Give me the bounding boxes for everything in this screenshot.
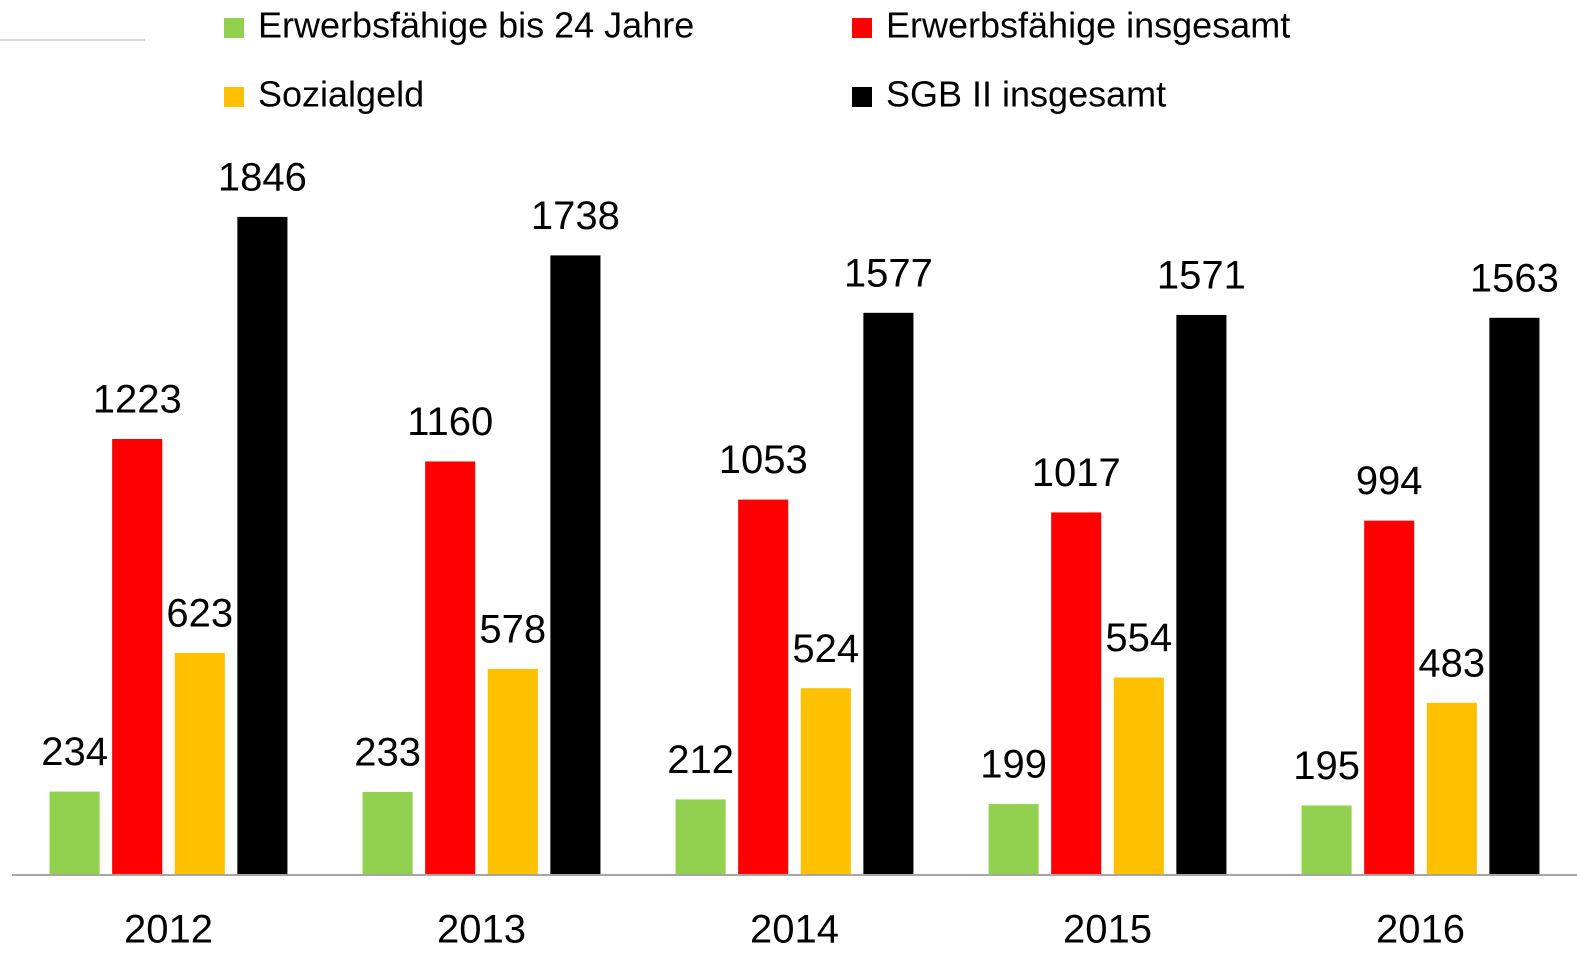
bar (425, 461, 476, 875)
bar (1301, 805, 1352, 875)
bar (800, 688, 851, 875)
bar (1176, 314, 1227, 876)
data-label: 1577 (844, 251, 933, 295)
bar (988, 804, 1039, 875)
x-tick-label: 2014 (750, 908, 839, 952)
data-label: 1563 (1470, 256, 1559, 300)
legend-swatch (852, 18, 872, 38)
bar (1489, 317, 1540, 875)
data-label: 212 (667, 738, 734, 782)
legend-label: Erwerbsfähige bis 24 Jahre (258, 5, 694, 46)
data-label: 1160 (407, 400, 493, 444)
bar (550, 255, 601, 875)
bar (237, 216, 288, 875)
data-label: 1223 (93, 378, 182, 422)
data-label: 1571 (1157, 254, 1246, 298)
bar (863, 312, 914, 875)
data-label: 195 (1293, 744, 1360, 788)
x-tick-label: 2013 (437, 908, 526, 952)
bar (1051, 512, 1102, 875)
x-tick-label: 2015 (1063, 908, 1152, 952)
data-label: 1738 (531, 194, 620, 238)
bar (174, 652, 225, 875)
legend-label: Erwerbsfähige insgesamt (886, 5, 1290, 46)
data-label: 234 (41, 730, 108, 774)
x-tick-label: 2012 (124, 908, 213, 952)
data-label: 1846 (218, 155, 307, 199)
bar (1426, 702, 1477, 875)
bar (112, 439, 163, 875)
bar (1113, 677, 1164, 875)
bar (738, 499, 789, 875)
legend-label: SGB II insgesamt (886, 74, 1166, 115)
bar (362, 791, 413, 875)
legend-label: Sozialgeld (258, 74, 424, 115)
legend-swatch (852, 87, 872, 107)
data-label: 483 (1418, 641, 1485, 685)
data-label: 199 (980, 743, 1047, 787)
bar (675, 799, 726, 875)
data-label: 1053 (719, 438, 808, 482)
data-label: 994 (1356, 459, 1423, 503)
data-label: 578 (479, 608, 546, 652)
legend-swatch (224, 18, 244, 38)
bar (49, 791, 100, 875)
data-label: 554 (1105, 616, 1172, 660)
bar (487, 668, 538, 875)
data-label: 233 (354, 730, 421, 774)
data-label: 623 (166, 591, 233, 635)
data-label: 1017 (1032, 451, 1121, 495)
x-tick-label: 2016 (1376, 908, 1465, 952)
bar (1364, 520, 1415, 875)
legend-swatch (224, 87, 244, 107)
data-label: 524 (792, 627, 859, 671)
